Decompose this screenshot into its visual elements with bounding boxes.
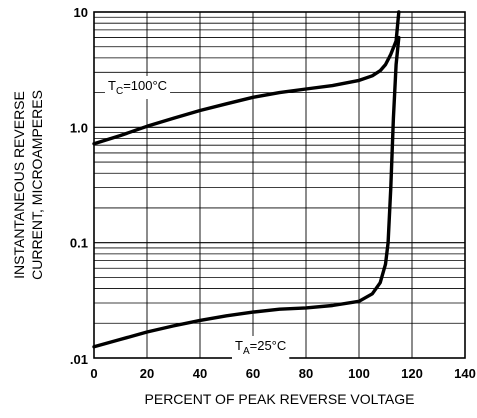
y-axis-title-line-1: INSTANTANEOUS REVERSE — [11, 91, 27, 279]
label-sub: C — [116, 86, 123, 97]
y-tick-label: 0.1 — [70, 236, 88, 251]
x-tick-label: 0 — [90, 366, 97, 381]
label-main: T — [235, 338, 243, 353]
series-label-ta-25c: TA=25°C — [232, 336, 290, 359]
x-tick-label: 20 — [140, 366, 154, 381]
grid — [93, 12, 466, 359]
label-rest: =25°C — [250, 338, 287, 353]
series-label-text: TA=25°C — [235, 338, 286, 357]
x-axis-title: PERCENT OF PEAK REVERSE VOLTAGE — [145, 391, 415, 407]
y-axis-title: INSTANTANEOUS REVERSE CURRENT, MICROAMPE… — [11, 90, 45, 280]
series-label-text: TC=100°C — [108, 78, 167, 97]
y-axis-title-line-2: CURRENT, MICROAMPERES — [29, 90, 45, 280]
y-tick-label: 10 — [74, 5, 88, 20]
tick-labels: 0 20 40 60 80 100 120 140 .01 0.1 1.0 10 — [70, 5, 476, 381]
series-label-tc-100c: TC=100°C — [105, 76, 171, 99]
series-line — [92, 10, 401, 146]
x-tick-label: 80 — [299, 366, 313, 381]
label-sub: A — [243, 346, 250, 357]
label-rest: =100°C — [123, 78, 167, 93]
y-tick-label: 1.0 — [70, 120, 88, 135]
x-tick-label: 40 — [193, 366, 207, 381]
series-line — [92, 35, 401, 349]
y-tick-label: .01 — [70, 352, 88, 367]
x-tick-label: 60 — [246, 366, 260, 381]
label-main: T — [108, 78, 116, 93]
series-label-background — [232, 336, 290, 359]
x-tick-label: 100 — [348, 366, 370, 381]
plot-area — [93, 11, 466, 359]
curves — [92, 10, 401, 349]
x-tick-label: 140 — [454, 366, 476, 381]
x-tick-label: 120 — [401, 366, 423, 381]
series-label-background — [105, 76, 171, 99]
